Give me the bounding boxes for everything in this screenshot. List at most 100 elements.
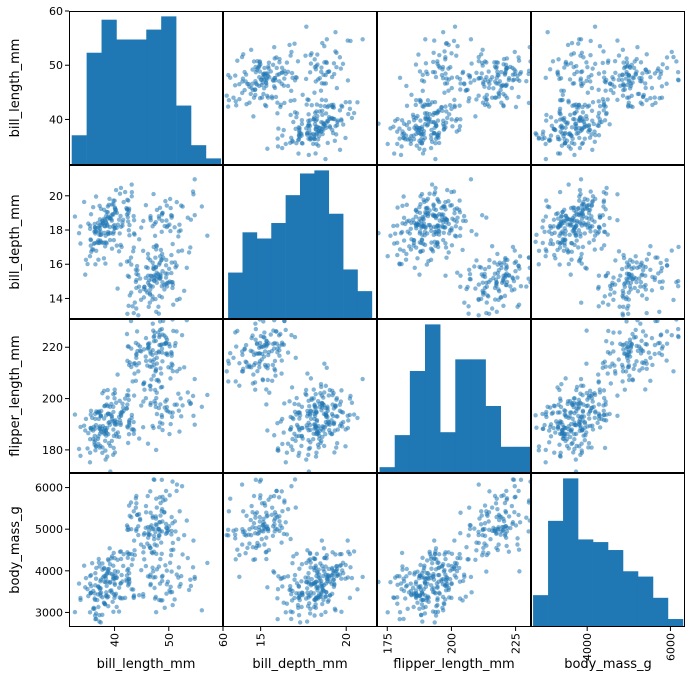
scatter-point: [268, 332, 273, 337]
scatter-point: [440, 594, 446, 600]
scatter-point: [504, 56, 510, 61]
scatter-point: [516, 94, 521, 100]
scatter-point: [113, 573, 118, 578]
scatter-point: [435, 584, 440, 589]
scatter-point: [596, 99, 601, 104]
scatter-point: [271, 84, 277, 89]
scatter-point: [128, 500, 134, 505]
scatter-point: [191, 413, 196, 418]
scatter-point: [588, 52, 593, 58]
scatter-point: [307, 70, 313, 75]
scatter-point: [559, 382, 564, 387]
scatter-point: [155, 271, 161, 277]
scatter-point: [516, 55, 521, 60]
scatter-point: [487, 81, 492, 86]
scatter-point: [466, 267, 472, 273]
scatter-point: [259, 95, 265, 100]
scatter-point: [131, 231, 137, 236]
scatter-point: [283, 327, 288, 333]
scatter-point: [560, 231, 565, 236]
scatter-point: [480, 63, 485, 68]
scatter-point: [226, 98, 232, 103]
scatter-point: [423, 37, 428, 42]
scatter-point: [415, 256, 420, 261]
scatter-point: [573, 431, 579, 437]
scatter-point: [312, 582, 318, 587]
scatter-point: [568, 146, 573, 151]
scatter-point: [153, 447, 159, 453]
scatter-point: [355, 100, 360, 105]
scatter-point: [148, 510, 153, 515]
scatter-point: [83, 416, 89, 422]
scatter-point: [232, 532, 238, 537]
scatter-point: [541, 426, 546, 432]
scatter-point: [582, 438, 587, 443]
scatter-point: [192, 177, 197, 182]
histogram-bar: [533, 595, 549, 627]
scatter-point: [257, 543, 262, 548]
scatter-point: [148, 287, 153, 292]
scatter-point: [343, 100, 348, 105]
scatter-point: [413, 245, 419, 250]
scatter-point: [552, 252, 557, 258]
scatter-point: [659, 265, 665, 271]
scatter-point: [257, 60, 262, 65]
scatter-point: [449, 85, 454, 91]
scatter-point: [545, 404, 550, 410]
scatter-point: [658, 332, 664, 337]
scatter-point: [466, 95, 472, 101]
scatter-point: [576, 37, 582, 42]
scatter-point: [83, 585, 88, 590]
scatter-point: [132, 361, 138, 366]
scatter-point: [403, 257, 409, 262]
scatter-point: [92, 225, 98, 230]
scatter-point: [126, 388, 131, 393]
scatter-point: [597, 44, 603, 49]
scatter-point: [467, 522, 473, 528]
scatter-point: [492, 260, 497, 265]
scatter-point: [465, 87, 470, 92]
scatter-point: [86, 431, 91, 436]
scatter-point: [156, 405, 162, 411]
x-tick-label: 20: [340, 633, 353, 647]
scatter-point: [675, 283, 681, 289]
scatter-point: [385, 254, 390, 259]
scatter-point: [595, 420, 600, 426]
scatter-point: [401, 588, 407, 594]
scatter-point: [495, 251, 500, 257]
scatter-point: [579, 203, 585, 208]
scatter-point: [555, 425, 561, 430]
scatter-point: [596, 273, 602, 278]
scatter-point: [648, 267, 653, 273]
scatter-point: [626, 79, 631, 84]
scatter-point: [622, 351, 627, 356]
scatter-point: [578, 76, 584, 81]
scatter-point: [262, 335, 267, 340]
scatter-point: [131, 419, 136, 425]
scatter-point: [311, 117, 316, 122]
scatter-point: [289, 484, 294, 489]
x-tick-label: 60: [217, 633, 230, 647]
scatter-point: [444, 81, 450, 86]
scatter-point: [432, 99, 438, 105]
scatter-point: [452, 104, 457, 110]
scatter-point: [166, 266, 172, 272]
scatter-point: [440, 219, 446, 225]
scatter-point: [117, 231, 122, 236]
scatter-point: [316, 143, 321, 148]
scatter-point: [337, 55, 343, 60]
scatter-point: [153, 610, 159, 615]
scatter-point: [479, 213, 485, 218]
scatter-point: [333, 608, 338, 613]
scatter-point: [226, 533, 231, 538]
scatter-point: [159, 540, 164, 545]
scatter-point: [512, 287, 517, 292]
histogram-bar: [131, 39, 147, 165]
scatter-point: [547, 138, 552, 144]
scatter-point: [153, 338, 159, 344]
scatter-point: [425, 98, 431, 103]
panel-body_mass_g-vs-flipper_length_mm: [377, 473, 531, 627]
scatter-point: [429, 228, 434, 234]
scatter-point: [439, 564, 445, 569]
scatter-point: [270, 362, 276, 368]
